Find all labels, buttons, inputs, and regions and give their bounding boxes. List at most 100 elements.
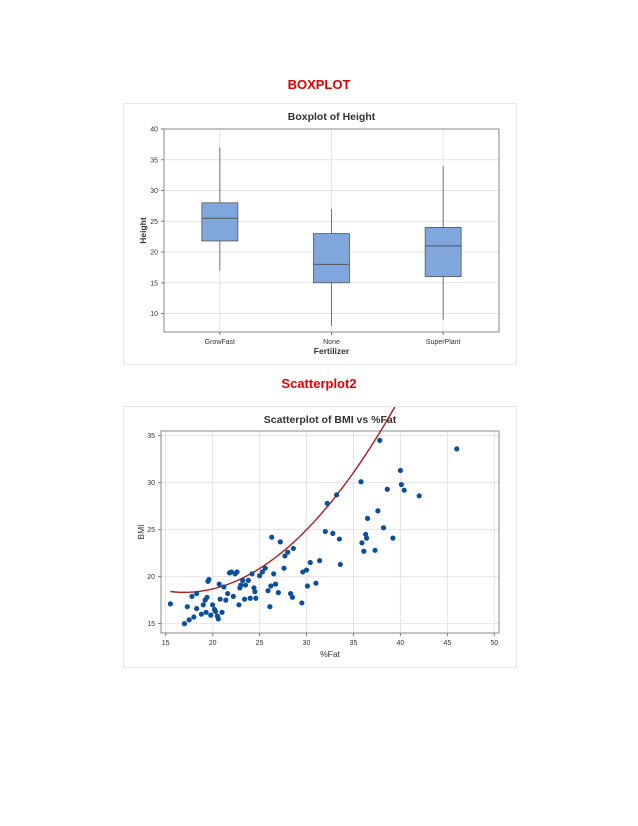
- data-point: [247, 595, 253, 601]
- data-point: [252, 589, 258, 595]
- data-point: [401, 487, 407, 493]
- boxplot-chart: Boxplot of Height 10 15 20 25 30 35 40 GrowFast N…: [138, 111, 500, 356]
- data-point: [204, 594, 210, 600]
- data-point: [194, 590, 200, 597]
- data-point: [454, 446, 460, 452]
- data-point: [384, 486, 390, 492]
- y-tick-label: 20: [147, 574, 155, 581]
- data-point: [249, 571, 255, 577]
- data-point: [242, 582, 249, 588]
- data-point: [364, 535, 370, 541]
- data-point: [285, 549, 291, 555]
- scatterplot-chart: Scatterplot of BMI vs %Fat 15 20 25 30 35 15 20…: [136, 281, 500, 659]
- y-tick-label: 25: [150, 219, 158, 226]
- data-point: [267, 604, 273, 610]
- data-point: [194, 605, 200, 612]
- data-point: [181, 621, 188, 627]
- y-tick-label: 40: [150, 127, 158, 134]
- plot-frame: [160, 430, 500, 634]
- box-superplant: [424, 227, 462, 278]
- data-point: [256, 573, 263, 579]
- data-point: [219, 609, 225, 615]
- x-tick-label: None: [323, 339, 340, 346]
- data-point: [282, 553, 288, 559]
- data-point: [225, 590, 231, 597]
- data-point: [259, 569, 265, 575]
- plot-frame: [163, 128, 500, 333]
- data-point: [245, 577, 251, 583]
- data-point: [372, 547, 378, 553]
- data-point: [206, 576, 212, 583]
- data-point: [215, 616, 221, 622]
- data-point: [364, 515, 371, 521]
- data-point: [210, 602, 216, 608]
- x-tick-label: 35: [350, 640, 358, 647]
- data-point: [221, 584, 227, 590]
- data-point: [272, 581, 279, 587]
- data-point: [234, 569, 240, 575]
- data-point: [184, 604, 190, 610]
- x-tick-label: 40: [397, 640, 405, 647]
- data-point: [416, 493, 422, 499]
- y-tick-label: 35: [147, 433, 155, 440]
- boxplot-heading: BOXPLOT: [287, 77, 351, 92]
- boxplot-panel: Boxplot of Height 10 15 20 25 30 35 40 GrowFast N…: [123, 103, 517, 365]
- data-point: [236, 602, 242, 608]
- data-point: [313, 580, 319, 586]
- data-point: [189, 593, 195, 599]
- data-point: [191, 614, 197, 620]
- box-growfast: [201, 202, 239, 242]
- y-tick-label: 30: [147, 480, 155, 487]
- x-axis-label: %Fat: [320, 649, 340, 659]
- data-point: [290, 545, 296, 552]
- data-point: [253, 595, 259, 601]
- data-point: [397, 467, 404, 474]
- data-point: [281, 565, 287, 571]
- data-point: [198, 611, 204, 617]
- data-point: [208, 612, 214, 618]
- data-point: [398, 481, 404, 488]
- data-point: [361, 548, 367, 554]
- data-point: [277, 539, 283, 545]
- fitted-curve: [170, 281, 458, 593]
- data-point: [217, 596, 223, 602]
- data-point: [216, 581, 222, 587]
- data-point: [289, 594, 296, 600]
- data-point: [240, 577, 246, 583]
- data-point: [390, 535, 396, 541]
- data-point: [186, 617, 192, 623]
- x-tick-label: 50: [490, 640, 498, 647]
- data-point: [223, 597, 229, 603]
- scatterplot-heading: Scatterplot2: [281, 376, 357, 391]
- data-point: [317, 558, 323, 564]
- data-point: [299, 600, 305, 606]
- data-point: [377, 437, 383, 443]
- data-point: [322, 528, 328, 535]
- data-point: [337, 561, 343, 568]
- y-tick-label: 15: [147, 621, 155, 628]
- x-tick-label: 45: [443, 640, 451, 647]
- y-tick-label: 30: [150, 188, 158, 195]
- data-point: [203, 609, 209, 615]
- data-point: [330, 530, 336, 537]
- data-point: [241, 596, 248, 602]
- data-point: [275, 590, 281, 596]
- y-tick-label: 35: [150, 157, 158, 164]
- data-point: [238, 582, 244, 588]
- data-point: [271, 571, 277, 577]
- x-tick-label: 15: [162, 640, 170, 647]
- y-tick-label: 15: [150, 280, 158, 287]
- x-tick-label: 30: [303, 640, 311, 647]
- y-axis-label: Height: [138, 217, 148, 244]
- data-point: [200, 602, 206, 608]
- x-tick-label: SuperPlant: [426, 339, 461, 346]
- y-tick-label: 20: [150, 250, 158, 257]
- y-tick-label: 10: [150, 311, 158, 318]
- data-point: [212, 608, 219, 614]
- data-point: [230, 593, 236, 599]
- y-axis-label: BMI: [136, 524, 146, 539]
- x-tick-label: 25: [256, 640, 264, 647]
- data-point: [167, 601, 173, 607]
- data-point: [380, 525, 387, 531]
- data-point: [265, 588, 271, 594]
